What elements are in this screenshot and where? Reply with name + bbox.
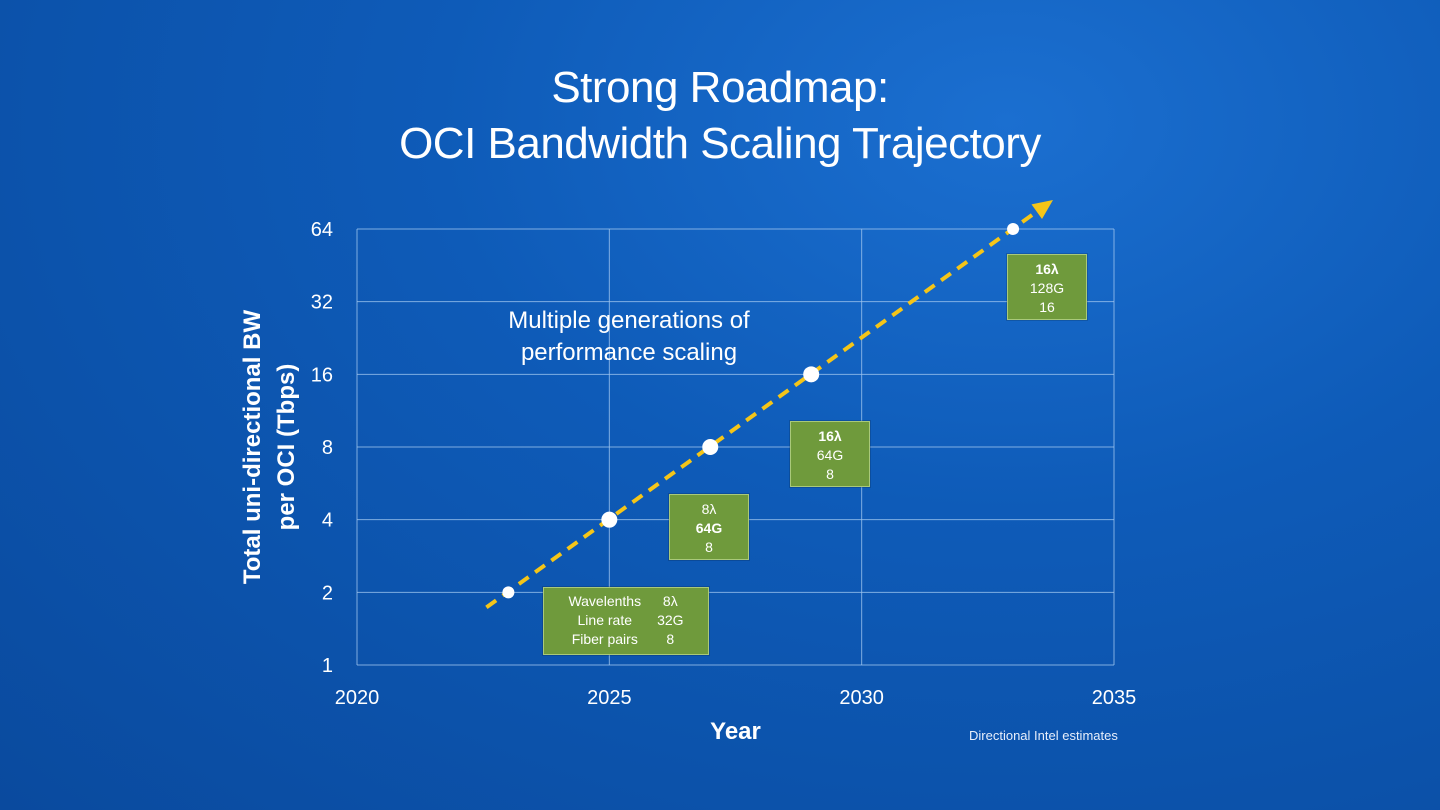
data-point — [702, 439, 719, 455]
config-gen3-fiber-pairs: 8 — [826, 466, 834, 482]
legend-label-fiber-pairs: Fiber pairs — [571, 631, 638, 647]
y-tick-label: 4 — [322, 510, 333, 532]
legend-value-line-rate: 32G — [657, 612, 684, 628]
data-point — [601, 511, 618, 528]
legend-row-wavelengths: Wavelenths 8λ — [556, 592, 695, 611]
legend-row-line-rate: Line rate 32G — [556, 611, 695, 630]
annotation-line-1: Multiple generations of — [508, 307, 750, 334]
config-gen4-wavelengths: 16λ — [1035, 261, 1059, 277]
x-tick-label: 2030 — [839, 687, 884, 709]
y-tick-label: 64 — [311, 219, 333, 241]
y-tick-label: 8 — [322, 437, 333, 459]
y-tick-label: 1 — [322, 655, 333, 677]
data-point — [1007, 223, 1020, 235]
config-gen3-line-rate: 64G — [816, 447, 844, 463]
annotation-line-2: performance scaling — [521, 339, 737, 366]
footnote: Directional Intel estimates — [969, 728, 1118, 743]
config-box-gen2: 8λ 64G 8 — [669, 494, 749, 560]
config-gen3-wavelengths: 16λ — [818, 428, 842, 444]
data-point — [803, 366, 820, 383]
trend-line — [485, 203, 1048, 609]
legend-box-gen1: Wavelenths 8λ Line rate 32G Fiber pairs … — [543, 587, 709, 655]
title-line-1: Strong Roadmap: — [551, 63, 889, 112]
x-tick-label: 2020 — [335, 687, 380, 709]
legend-value-fiber-pairs: 8 — [666, 631, 675, 647]
y-tick-label: 16 — [311, 364, 333, 386]
config-gen2-fiber-pairs: 8 — [705, 539, 713, 555]
x-tick-label: 2035 — [1092, 687, 1137, 709]
config-gen4-fiber-pairs: 16 — [1039, 299, 1055, 315]
config-box-gen3: 16λ 64G 8 — [790, 421, 870, 487]
y-tick-label: 32 — [311, 292, 333, 314]
title-line-2: OCI Bandwidth Scaling Trajectory — [399, 119, 1041, 168]
config-gen2-line-rate: 64G — [695, 520, 723, 536]
x-axis-label: Year — [710, 718, 761, 745]
config-gen2-wavelengths: 8λ — [701, 501, 717, 517]
legend-row-fiber-pairs: Fiber pairs 8 — [556, 630, 695, 649]
y-tick-label: 2 — [322, 582, 333, 604]
y-axis-label-line-1: Total uni-directional BW — [239, 310, 266, 585]
legend-label-wavelengths: Wavelenths — [568, 593, 642, 609]
legend-table: Wavelenths 8λ Line rate 32G Fiber pairs … — [556, 592, 695, 649]
config-box-gen4: 16λ 128G 16 — [1007, 254, 1087, 320]
legend-value-wavelengths: 8λ — [662, 593, 678, 609]
data-point — [502, 586, 515, 599]
x-tick-label: 2025 — [587, 687, 632, 709]
config-gen4-line-rate: 128G — [1029, 280, 1065, 296]
y-axis-label-line-2: per OCI (Tbps) — [273, 364, 300, 531]
slide-title: Strong Roadmap: OCI Bandwidth Scaling Tr… — [0, 60, 1440, 172]
trend-arrowhead — [1031, 200, 1053, 219]
legend-label-line-rate: Line rate — [577, 612, 632, 628]
